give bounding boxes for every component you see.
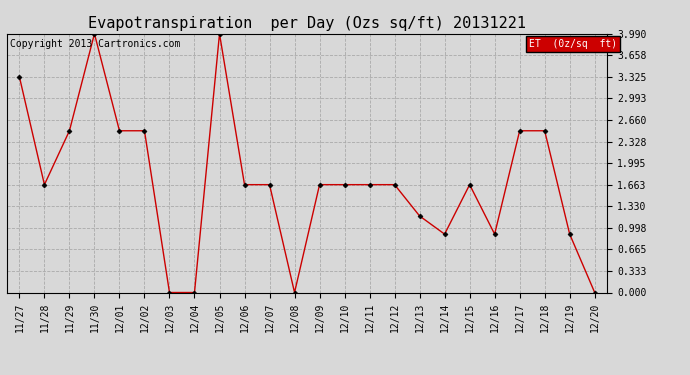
- Text: ET  (0z/sq  ft): ET (0z/sq ft): [529, 39, 618, 49]
- Title: Evapotranspiration  per Day (Ozs sq/ft) 20131221: Evapotranspiration per Day (Ozs sq/ft) 2…: [88, 16, 526, 31]
- Text: Copyright 2013 Cartronics.com: Copyright 2013 Cartronics.com: [10, 39, 180, 49]
